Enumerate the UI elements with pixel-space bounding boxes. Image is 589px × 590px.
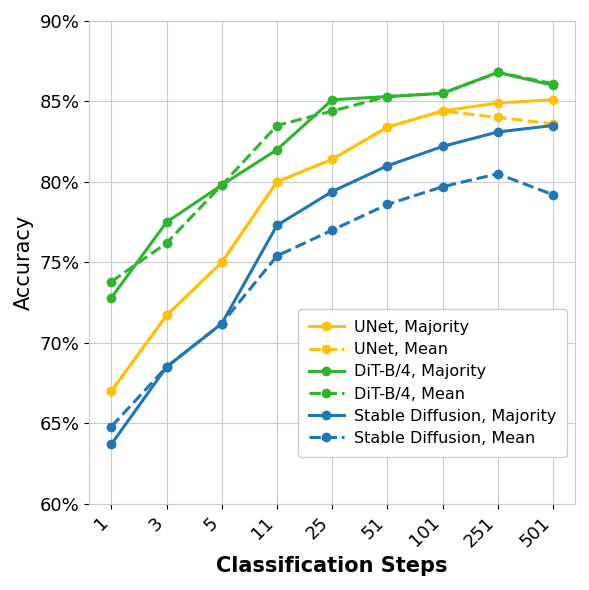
Stable Diffusion, Mean bbox=[384, 201, 391, 208]
Stable Diffusion, Mean bbox=[163, 363, 170, 371]
UNet, Majority bbox=[494, 100, 501, 107]
Stable Diffusion, Mean bbox=[219, 320, 226, 327]
X-axis label: Classification Steps: Classification Steps bbox=[216, 556, 448, 576]
Line: DiT-B/4, Majority: DiT-B/4, Majority bbox=[107, 68, 557, 302]
Stable Diffusion, Majority bbox=[108, 441, 115, 448]
Stable Diffusion, Majority bbox=[329, 188, 336, 195]
Stable Diffusion, Mean bbox=[273, 253, 280, 260]
Stable Diffusion, Mean bbox=[439, 183, 446, 190]
DiT-B/4, Majority bbox=[273, 146, 280, 153]
UNet, Majority bbox=[108, 388, 115, 395]
Legend: UNet, Majority, UNet, Mean, DiT-B/4, Majority, DiT-B/4, Mean, Stable Diffusion, : UNet, Majority, UNet, Mean, DiT-B/4, Maj… bbox=[297, 309, 567, 457]
UNet, Majority bbox=[550, 96, 557, 103]
DiT-B/4, Majority bbox=[550, 82, 557, 89]
Stable Diffusion, Majority bbox=[439, 143, 446, 150]
DiT-B/4, Mean bbox=[108, 278, 115, 285]
DiT-B/4, Mean bbox=[550, 80, 557, 87]
UNet, Mean bbox=[108, 388, 115, 395]
Stable Diffusion, Majority bbox=[494, 129, 501, 136]
DiT-B/4, Mean bbox=[163, 240, 170, 247]
Stable Diffusion, Majority bbox=[550, 122, 557, 129]
UNet, Majority bbox=[273, 178, 280, 185]
Stable Diffusion, Mean bbox=[108, 423, 115, 430]
DiT-B/4, Mean bbox=[494, 69, 501, 76]
Stable Diffusion, Majority bbox=[384, 162, 391, 169]
DiT-B/4, Majority bbox=[329, 96, 336, 103]
DiT-B/4, Majority bbox=[108, 294, 115, 301]
UNet, Majority bbox=[219, 259, 226, 266]
UNet, Majority bbox=[329, 156, 336, 163]
Y-axis label: Accuracy: Accuracy bbox=[14, 215, 34, 310]
UNet, Mean bbox=[384, 123, 391, 130]
UNet, Mean bbox=[550, 120, 557, 127]
DiT-B/4, Mean bbox=[273, 122, 280, 129]
DiT-B/4, Mean bbox=[384, 93, 391, 100]
DiT-B/4, Majority bbox=[219, 182, 226, 189]
Stable Diffusion, Majority bbox=[273, 222, 280, 229]
DiT-B/4, Mean bbox=[439, 90, 446, 97]
UNet, Majority bbox=[439, 107, 446, 114]
DiT-B/4, Mean bbox=[329, 107, 336, 114]
Stable Diffusion, Mean bbox=[494, 171, 501, 178]
Line: UNet, Mean: UNet, Mean bbox=[107, 107, 557, 395]
Line: UNet, Majority: UNet, Majority bbox=[107, 96, 557, 395]
UNet, Majority bbox=[163, 312, 170, 319]
UNet, Majority bbox=[384, 123, 391, 130]
Stable Diffusion, Mean bbox=[550, 191, 557, 198]
UNet, Mean bbox=[329, 156, 336, 163]
UNet, Mean bbox=[439, 107, 446, 114]
Stable Diffusion, Majority bbox=[219, 320, 226, 327]
UNet, Mean bbox=[494, 114, 501, 121]
UNet, Mean bbox=[273, 178, 280, 185]
UNet, Mean bbox=[163, 312, 170, 319]
DiT-B/4, Majority bbox=[494, 69, 501, 76]
Stable Diffusion, Mean bbox=[329, 227, 336, 234]
DiT-B/4, Majority bbox=[439, 90, 446, 97]
Line: Stable Diffusion, Majority: Stable Diffusion, Majority bbox=[107, 122, 557, 448]
UNet, Mean bbox=[219, 259, 226, 266]
DiT-B/4, Majority bbox=[163, 218, 170, 225]
Stable Diffusion, Majority bbox=[163, 363, 170, 371]
Line: DiT-B/4, Mean: DiT-B/4, Mean bbox=[107, 68, 557, 286]
Line: Stable Diffusion, Mean: Stable Diffusion, Mean bbox=[107, 170, 557, 431]
DiT-B/4, Mean bbox=[219, 182, 226, 189]
DiT-B/4, Majority bbox=[384, 93, 391, 100]
